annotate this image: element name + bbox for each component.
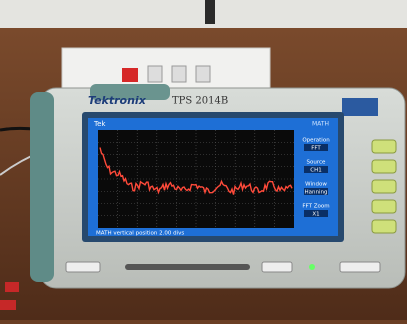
usb-slot — [125, 264, 250, 270]
menu-button[interactable] — [372, 220, 396, 233]
wall-pipe — [205, 0, 215, 24]
menu-value: CH1 — [310, 168, 321, 174]
photo: Tektronix TPS 2014B Tek MATH Operation FF… — [0, 0, 407, 320]
status: Tek — [93, 120, 106, 128]
button[interactable] — [340, 262, 380, 272]
socket-switch — [122, 68, 138, 82]
page: Tektronix TPS 2014B Tek MATH Operation FF… — [0, 0, 407, 320]
socket-switch — [148, 66, 162, 82]
menu-label: FFT Zoom — [302, 204, 329, 210]
menu-button[interactable] — [372, 140, 396, 153]
message: MATH vertical position 2.00 divs — [96, 231, 184, 237]
wall — [0, 0, 407, 32]
menu-button[interactable] — [372, 200, 396, 213]
menu-value: X1 — [312, 212, 319, 218]
socket-switch — [172, 66, 186, 82]
button[interactable] — [66, 262, 100, 272]
socket-switch — [196, 66, 210, 82]
menu-label: Window — [305, 182, 327, 188]
menu-label: Operation — [302, 138, 330, 144]
probe-clip — [5, 282, 19, 292]
menu-button[interactable] — [372, 160, 396, 173]
bumper — [30, 92, 54, 282]
menu-value: Hanning — [305, 190, 328, 196]
channel: MATH — [312, 121, 329, 128]
brand: Tektronix — [88, 94, 147, 107]
button[interactable] — [262, 262, 292, 272]
menu-value: FFT — [311, 146, 321, 152]
menu-button[interactable] — [372, 180, 396, 193]
power-socket-plate — [62, 48, 270, 90]
badge — [342, 98, 378, 116]
probe-clip — [0, 300, 16, 310]
model: TPS 2014B — [172, 96, 228, 107]
led — [309, 264, 315, 270]
menu-label: Source — [307, 160, 327, 166]
